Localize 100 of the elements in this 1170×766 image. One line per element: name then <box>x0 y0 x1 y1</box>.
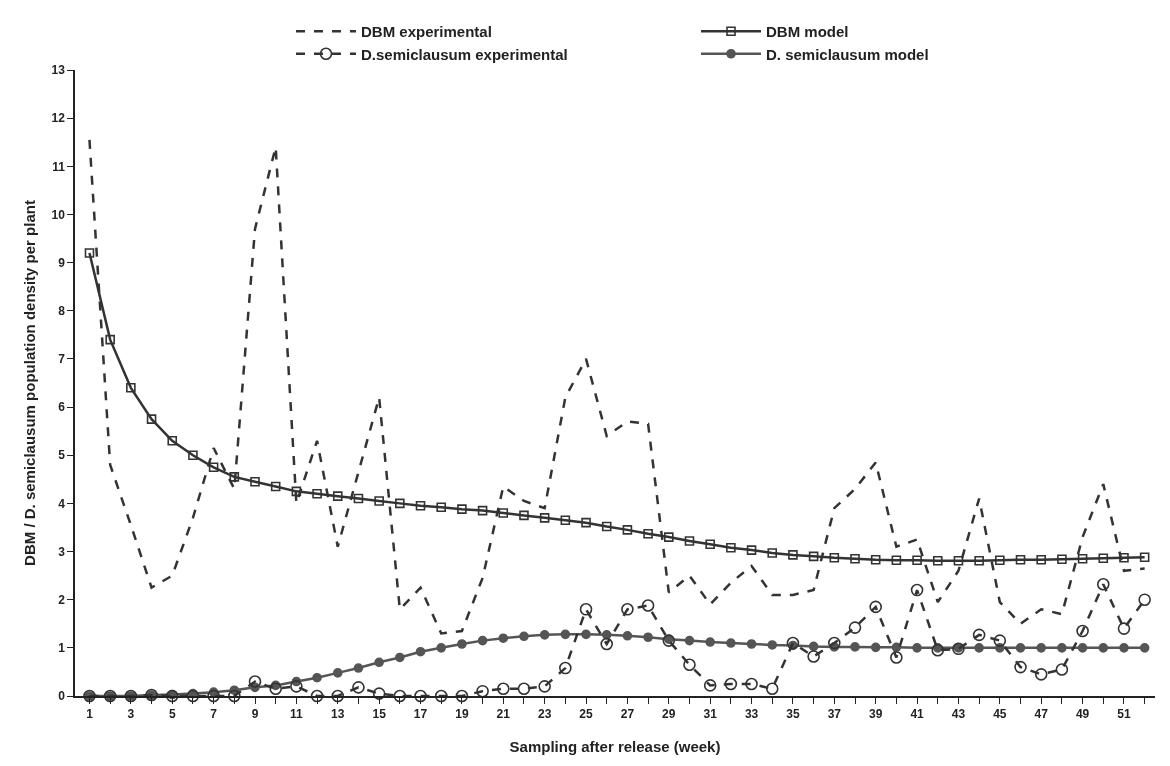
point <box>684 635 695 646</box>
point <box>746 545 757 555</box>
point <box>436 643 447 653</box>
point <box>786 636 800 650</box>
y-tick-label: 4 <box>58 496 66 511</box>
x-tick-label: 39 <box>869 707 883 722</box>
point <box>643 528 653 539</box>
point <box>684 536 695 546</box>
x-tick-label: 51 <box>1117 707 1131 722</box>
x-axis-title: Sampling after release (week) <box>509 737 721 755</box>
y-tick-label: 1 <box>58 641 66 656</box>
x-tick-label: 5 <box>168 707 176 722</box>
point <box>352 681 365 694</box>
x-tick-label: 37 <box>827 707 842 722</box>
point <box>703 679 717 692</box>
y-tick-label: 0 <box>58 689 66 704</box>
x-tick-label: 23 <box>537 707 552 722</box>
x-tick-label: 1 <box>86 707 94 722</box>
point <box>269 682 282 696</box>
y-tick-label: 3 <box>58 544 66 559</box>
point <box>870 554 881 565</box>
point <box>828 636 841 650</box>
point <box>600 637 614 651</box>
point <box>372 687 386 700</box>
point <box>705 539 715 550</box>
legend-label: D.semiclausum experimental <box>361 45 568 63</box>
point <box>601 630 612 640</box>
point <box>374 657 384 668</box>
point <box>581 629 591 640</box>
x-tick-label: 45 <box>993 707 1007 722</box>
point <box>1014 660 1027 674</box>
point <box>869 600 882 614</box>
point <box>1015 643 1026 653</box>
point <box>1055 663 1069 676</box>
point <box>1036 643 1047 653</box>
y-tick-label: 9 <box>58 255 66 270</box>
point <box>870 642 881 653</box>
point <box>1034 668 1048 681</box>
point <box>641 599 655 612</box>
x-tick-label: 35 <box>786 707 800 722</box>
point <box>393 689 407 703</box>
x-tick-label: 33 <box>744 707 759 722</box>
point <box>353 493 364 504</box>
point <box>1057 643 1067 653</box>
point <box>331 689 345 703</box>
point <box>519 631 529 642</box>
y-tick-label: 2 <box>58 592 66 607</box>
point <box>788 550 798 560</box>
point <box>663 532 674 542</box>
y-tick-label: 11 <box>52 159 66 174</box>
point <box>208 462 219 473</box>
point <box>415 500 426 511</box>
point <box>1036 554 1047 565</box>
x-tick-label: 31 <box>703 707 718 722</box>
point <box>581 517 591 528</box>
x-tick-label: 9 <box>251 707 259 722</box>
point <box>1077 643 1088 653</box>
x-tick-label: 29 <box>662 707 676 722</box>
point <box>1138 593 1151 606</box>
point <box>1139 552 1150 563</box>
point <box>932 555 943 566</box>
y-tick-label: 6 <box>58 400 66 415</box>
point <box>601 521 612 532</box>
point <box>476 684 489 698</box>
x-tick-label: 25 <box>579 707 594 722</box>
point <box>767 640 778 650</box>
point <box>621 603 634 616</box>
point <box>579 603 593 616</box>
point <box>622 525 633 535</box>
point <box>539 513 550 523</box>
point <box>250 476 260 487</box>
point <box>912 643 922 653</box>
point <box>1119 643 1129 653</box>
line-series <box>88 138 1146 635</box>
point <box>312 672 322 683</box>
y-tick-label: 12 <box>51 111 66 126</box>
point <box>683 658 696 671</box>
point <box>498 633 509 644</box>
point <box>953 555 964 566</box>
point <box>207 689 220 703</box>
point <box>414 689 427 703</box>
point <box>560 629 571 640</box>
point <box>374 496 384 506</box>
point <box>186 689 200 703</box>
y-axis-title: DBM / D. semiclausum population density per plant <box>20 200 38 566</box>
point <box>517 682 531 696</box>
x-tick-label: 17 <box>413 707 428 722</box>
y-tick-label: 8 <box>58 303 66 318</box>
point <box>972 628 986 642</box>
point <box>126 383 136 393</box>
point <box>726 542 736 553</box>
y-tick-label: 13 <box>51 63 66 78</box>
point <box>622 631 633 641</box>
point <box>228 689 241 703</box>
x-tick-label: 27 <box>620 707 635 722</box>
point <box>974 643 984 653</box>
point <box>457 504 467 514</box>
point <box>910 583 924 597</box>
point <box>808 551 819 562</box>
y-tick-label: 10 <box>51 207 66 222</box>
